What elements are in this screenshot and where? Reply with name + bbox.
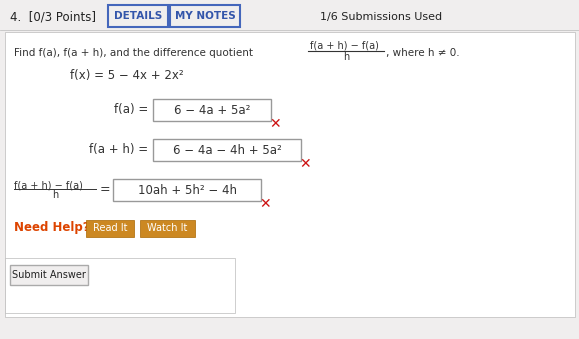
Text: h: h xyxy=(52,190,58,200)
Text: , where h ≠ 0.: , where h ≠ 0. xyxy=(386,48,460,58)
Text: 1/6 Submissions Used: 1/6 Submissions Used xyxy=(320,12,442,22)
Text: Submit Answer: Submit Answer xyxy=(12,270,86,280)
FancyBboxPatch shape xyxy=(108,5,168,27)
Text: f(a + h) =: f(a + h) = xyxy=(89,143,152,157)
Text: ✕: ✕ xyxy=(299,157,311,171)
Text: ✕: ✕ xyxy=(259,197,271,211)
Text: f(a) =: f(a) = xyxy=(114,103,152,117)
FancyBboxPatch shape xyxy=(86,220,134,237)
Text: h: h xyxy=(343,52,349,62)
FancyBboxPatch shape xyxy=(153,139,301,161)
FancyBboxPatch shape xyxy=(170,5,240,27)
Text: Read It: Read It xyxy=(93,223,127,233)
Text: DETAILS: DETAILS xyxy=(114,11,162,21)
FancyBboxPatch shape xyxy=(113,179,261,201)
Text: 4.  [0/3 Points]: 4. [0/3 Points] xyxy=(10,11,96,23)
FancyBboxPatch shape xyxy=(10,265,88,285)
Text: 10ah + 5h² − 4h: 10ah + 5h² − 4h xyxy=(137,183,236,197)
Text: ✕: ✕ xyxy=(269,117,281,131)
FancyBboxPatch shape xyxy=(5,258,235,313)
Text: Find f(a), f(a + h), and the difference quotient: Find f(a), f(a + h), and the difference … xyxy=(14,48,253,58)
Text: Watch It: Watch It xyxy=(147,223,187,233)
Text: f(a + h) − f(a): f(a + h) − f(a) xyxy=(14,180,83,190)
Text: 6 − 4a + 5a²: 6 − 4a + 5a² xyxy=(174,103,250,117)
Text: f(x) = 5 − 4x + 2x²: f(x) = 5 − 4x + 2x² xyxy=(70,68,184,81)
Text: 6 − 4a − 4h + 5a²: 6 − 4a − 4h + 5a² xyxy=(173,143,281,157)
Text: =: = xyxy=(100,183,111,197)
FancyBboxPatch shape xyxy=(140,220,195,237)
FancyBboxPatch shape xyxy=(5,32,575,317)
FancyBboxPatch shape xyxy=(153,99,271,121)
Text: f(a + h) − f(a): f(a + h) − f(a) xyxy=(310,41,379,51)
Text: MY NOTES: MY NOTES xyxy=(175,11,236,21)
Text: Need Help?: Need Help? xyxy=(14,221,90,235)
